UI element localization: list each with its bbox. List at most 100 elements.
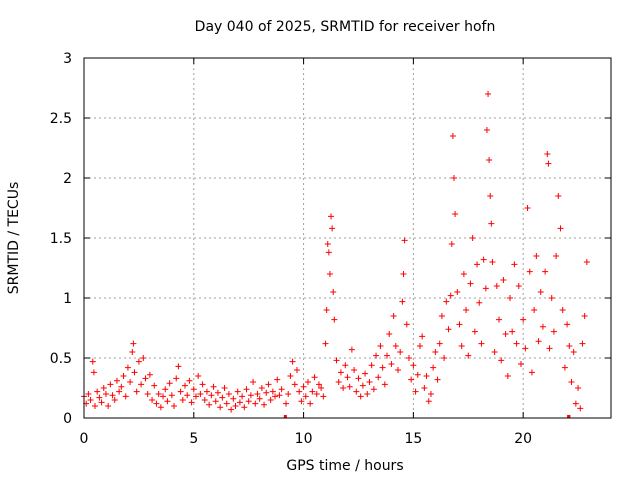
data-point bbox=[91, 403, 98, 409]
data-point bbox=[373, 352, 380, 359]
data-point bbox=[469, 235, 476, 241]
data-point bbox=[144, 391, 151, 397]
data-point bbox=[564, 321, 571, 328]
data-point bbox=[188, 399, 195, 406]
data-point bbox=[274, 376, 281, 383]
data-point bbox=[302, 393, 309, 400]
data-point bbox=[149, 397, 156, 403]
data-point bbox=[214, 389, 221, 396]
data-point bbox=[182, 382, 189, 389]
data-point bbox=[192, 393, 199, 400]
x-axis-label: GPS time / hours bbox=[286, 458, 403, 474]
data-point bbox=[460, 271, 467, 277]
data-point bbox=[526, 268, 533, 275]
data-point bbox=[370, 386, 377, 393]
data-point bbox=[537, 289, 544, 295]
data-point bbox=[311, 374, 318, 381]
data-point bbox=[331, 316, 338, 323]
data-point bbox=[557, 225, 564, 232]
data-point bbox=[127, 379, 134, 385]
grid bbox=[84, 58, 611, 418]
data-point bbox=[419, 333, 426, 340]
data-point bbox=[570, 349, 577, 355]
data-point bbox=[381, 381, 388, 388]
y-tick-label: 1 bbox=[63, 291, 72, 307]
data-point bbox=[528, 369, 535, 376]
data-point bbox=[320, 393, 327, 400]
data-point bbox=[434, 376, 441, 383]
data-point bbox=[230, 395, 237, 402]
data-point bbox=[131, 369, 138, 376]
data-point bbox=[130, 340, 137, 347]
data-point bbox=[300, 383, 307, 390]
data-point bbox=[445, 326, 452, 333]
data-point bbox=[228, 406, 235, 413]
data-point bbox=[449, 133, 456, 139]
data-point bbox=[330, 289, 337, 295]
data-point bbox=[186, 377, 193, 384]
data-point bbox=[276, 392, 283, 399]
data-point bbox=[175, 363, 182, 370]
data-point bbox=[87, 397, 94, 403]
data-point bbox=[436, 340, 443, 347]
data-point bbox=[98, 399, 105, 406]
data-point bbox=[425, 398, 432, 405]
data-point bbox=[474, 261, 481, 268]
data-point bbox=[511, 261, 518, 268]
data-point bbox=[346, 383, 353, 390]
data-point bbox=[212, 398, 219, 405]
data-point bbox=[263, 389, 270, 396]
data-point bbox=[362, 370, 369, 377]
data-point bbox=[412, 388, 419, 395]
data-point bbox=[109, 392, 116, 399]
data-point bbox=[353, 388, 360, 395]
data-point bbox=[289, 358, 296, 365]
y-tick-label: 3 bbox=[63, 51, 72, 67]
data-point bbox=[329, 225, 336, 232]
data-point bbox=[379, 364, 386, 371]
data-point bbox=[539, 323, 546, 330]
data-point bbox=[153, 400, 160, 407]
data-point bbox=[502, 331, 509, 337]
data-point bbox=[550, 328, 557, 335]
data-point bbox=[432, 349, 439, 355]
data-point bbox=[397, 349, 404, 355]
data-point bbox=[548, 295, 555, 301]
data-point bbox=[577, 405, 584, 412]
data-point bbox=[287, 373, 294, 379]
data-point bbox=[583, 259, 590, 265]
data-point bbox=[337, 369, 344, 376]
data-point bbox=[504, 373, 511, 379]
data-point bbox=[344, 374, 351, 381]
data-point bbox=[340, 385, 347, 391]
data-point bbox=[483, 127, 490, 133]
data-point bbox=[120, 373, 127, 379]
data-point bbox=[217, 404, 224, 411]
data-point bbox=[283, 400, 290, 407]
data-point bbox=[107, 381, 114, 388]
y-tick-label: 0 bbox=[63, 411, 72, 427]
data-point bbox=[267, 397, 274, 403]
data-point bbox=[493, 283, 500, 289]
data-point bbox=[208, 392, 215, 399]
data-point bbox=[401, 237, 408, 244]
data-point bbox=[375, 374, 382, 381]
data-point bbox=[135, 358, 142, 365]
data-point bbox=[509, 328, 516, 335]
data-point bbox=[491, 349, 498, 355]
data-point bbox=[364, 391, 371, 397]
data-point bbox=[140, 355, 147, 361]
data-point bbox=[542, 268, 549, 275]
data-point bbox=[575, 385, 582, 391]
data-point bbox=[335, 379, 342, 385]
data-point bbox=[351, 367, 358, 373]
data-point bbox=[232, 403, 239, 409]
data-point bbox=[195, 373, 202, 379]
data-point bbox=[355, 375, 362, 382]
data-point bbox=[245, 398, 252, 405]
data-point bbox=[96, 394, 103, 401]
data-point bbox=[348, 346, 355, 353]
data-point bbox=[416, 343, 423, 349]
data-point bbox=[544, 151, 551, 157]
data-point bbox=[441, 355, 448, 361]
